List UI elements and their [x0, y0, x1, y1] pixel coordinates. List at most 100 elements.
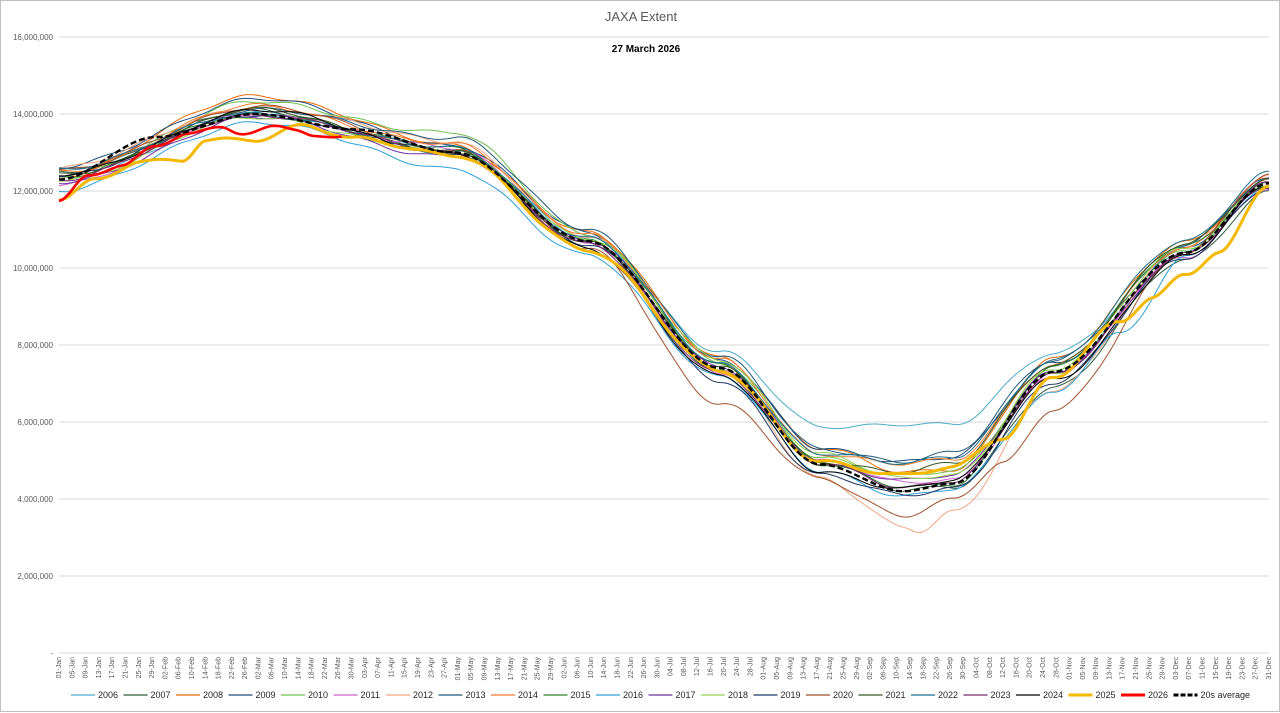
x-tick-label: 09-May [481, 657, 488, 681]
y-tick-label: 6,000,000 [17, 418, 53, 427]
x-tick-label: 21-Aug [827, 657, 834, 680]
x-tick-label: 01-Jan [56, 657, 63, 679]
legend-item-2023: 2023 [963, 690, 1011, 700]
x-tick-label: 26-Mar [335, 656, 342, 679]
x-tick-label: 05-May [468, 657, 475, 681]
x-tick-label: 23-Dec [1239, 657, 1246, 680]
x-tick-label: 11-Dec [1200, 657, 1207, 680]
legend-label: 2025 [1096, 690, 1116, 700]
legend-item-2006: 2006 [71, 690, 118, 700]
x-tick-label: 22-Sep [934, 657, 941, 680]
x-tick-label: 01-May [455, 657, 462, 681]
legend-label: 2015 [571, 690, 591, 700]
series-line-2016 [58, 121, 1270, 497]
x-tick-label: 12-Jul [694, 657, 701, 677]
series-line-2007 [58, 107, 1270, 492]
legend-item-2013: 2013 [438, 690, 486, 700]
x-tick-label: 13-Jan [96, 657, 103, 679]
legend-item-2018: 2018 [701, 690, 748, 700]
x-tick-label: 09-Nov [1093, 657, 1100, 680]
x-tick-label: 30-Mar [349, 656, 356, 679]
x-tick-label: 25-Aug [841, 657, 848, 680]
series-line-2024 [58, 109, 1270, 489]
series-line-2026 [58, 124, 342, 203]
x-tick-label: 26-Feb [242, 657, 249, 679]
x-tick-label: 05-Nov [1080, 657, 1087, 680]
series-line-2022 [58, 111, 1270, 465]
y-tick-label: 14,000,000 [13, 110, 54, 119]
legend-item-2008: 2008 [176, 690, 223, 700]
x-tick-label: 10-Feb [189, 657, 196, 679]
series-line-2020 [58, 104, 1270, 518]
x-tick-label: 29-Nov [1160, 657, 1167, 680]
legend-label: 2010 [308, 690, 328, 700]
series-line-2025 [58, 122, 1270, 476]
x-tick-label: 22-Jun [628, 657, 635, 679]
x-tick-label: 02-Mar [255, 656, 262, 679]
y-axis-ticks: - 2,000,000 4,000,000 6,000,000 8,000,000 10,… [13, 33, 54, 658]
legend-label: 2008 [203, 690, 223, 700]
x-tick-label: 30-Sep [960, 657, 967, 680]
legend-label: 2017 [676, 690, 696, 700]
series-line-2011 [58, 114, 1270, 484]
series-line-2017 [58, 116, 1270, 480]
series-line-2018 [58, 117, 1270, 479]
x-tick-label: 18-Sep [920, 657, 927, 680]
x-tick-label: 02-Sep [867, 657, 874, 680]
series-line-2023 [58, 113, 1270, 489]
x-tick-label: 19-Dec [1226, 657, 1233, 680]
x-tick-label: 26-Sep [947, 657, 954, 680]
legend-label: 2019 [781, 690, 801, 700]
x-tick-label: 27-Apr [442, 656, 449, 678]
x-tick-label: 14-Sep [907, 657, 914, 680]
series-line-2014 [58, 103, 1270, 466]
x-tick-label: 17-Jan [109, 657, 116, 679]
legend-item-2014: 2014 [491, 690, 538, 700]
legend-label: 2016 [623, 690, 643, 700]
x-tick-label: 07-Apr [375, 656, 382, 678]
x-tick-label: 29-May [548, 657, 555, 681]
x-tick-label: 25-Nov [1146, 657, 1153, 680]
x-tick-label: 25-Jan [136, 657, 143, 679]
legend-item-2020: 2020 [806, 690, 853, 700]
x-tick-label: 08-Jul [681, 657, 688, 677]
x-tick-label: 10-Sep [894, 657, 901, 680]
legend-label: 2014 [518, 690, 538, 700]
x-tick-label: 01-Aug [761, 657, 768, 680]
x-tick-label: 26-Jun [641, 657, 648, 679]
x-tick-label: 06-Sep [880, 657, 887, 680]
y-tick-label: - [50, 649, 53, 658]
x-tick-label: 02-Jun [561, 657, 568, 679]
x-tick-label: 20-Jul [721, 657, 728, 677]
legend-item-2010: 2010 [281, 690, 328, 700]
legend-item-2012: 2012 [386, 690, 433, 700]
x-tick-label: 09-Aug [787, 657, 794, 680]
legend-item-2016: 2016 [596, 690, 643, 700]
legend: 2006 2007 2008 2009 2010 2011 2012 2013 2014 2015… [71, 690, 1250, 700]
x-tick-label: 13-Aug [801, 657, 808, 680]
x-tick-label: 17-Aug [814, 657, 821, 680]
legend-item-20s-average: 20s average [1173, 690, 1250, 700]
x-tick-label: 23-Apr [428, 656, 435, 678]
legend-item-2017: 2017 [648, 690, 696, 700]
x-tick-label: 10-Mar [282, 656, 289, 679]
series-line-2006 [59, 110, 1270, 430]
legend-item-2021: 2021 [858, 690, 906, 700]
x-tick-label: 28-Oct [1053, 657, 1060, 678]
legend-item-2026: 2026 [1121, 690, 1168, 700]
legend-item-2022: 2022 [911, 690, 958, 700]
x-tick-label: 01-Nov [1067, 657, 1074, 680]
legend-label: 2013 [466, 690, 486, 700]
x-tick-label: 28-Jul [747, 657, 754, 677]
x-tick-label: 21-May [521, 657, 528, 681]
x-tick-label: 15-Dec [1213, 657, 1220, 680]
x-tick-label: 14-Feb [202, 657, 209, 679]
chart-subtitle: 27 March 2026 [612, 44, 681, 55]
y-tick-label: 12,000,000 [13, 187, 54, 196]
legend-label: 2009 [256, 690, 276, 700]
x-tick-label: 17-Nov [1120, 657, 1127, 680]
y-tick-label: 8,000,000 [17, 341, 53, 350]
x-tick-label: 14-Mar [295, 656, 302, 679]
x-tick-label: 09-Jan [83, 657, 90, 679]
